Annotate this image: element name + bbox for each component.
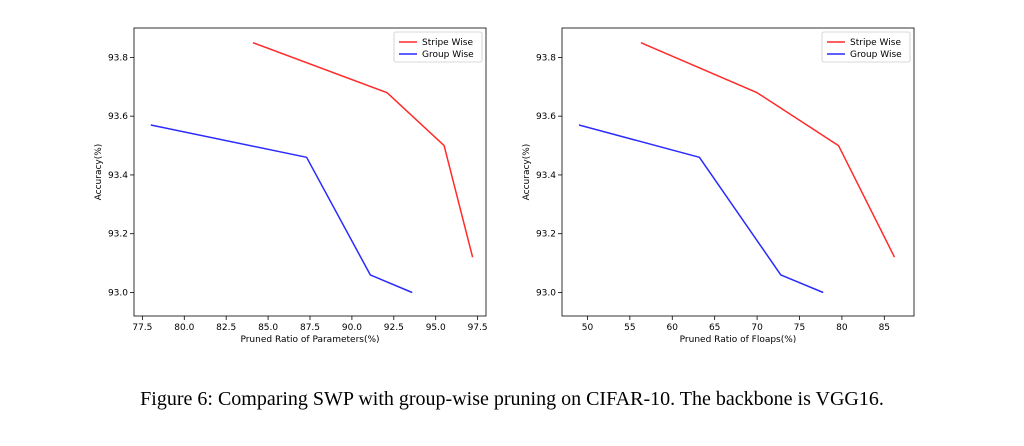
chart-2: 50 55 60 65 70 75 80 85 93.0 93.2 93.4 93.6 93.8 Prun… (522, 27, 915, 345)
legend-label-group-wise: Group Wise (422, 50, 474, 60)
group-wise-line (150, 124, 413, 294)
y-tick-label: 93.2 (108, 230, 128, 240)
y-tick-label: 93.6 (108, 112, 128, 122)
x-tick-label: 80.0 (174, 323, 194, 333)
x-tick-label: 92.5 (384, 323, 404, 333)
x-tick-label: 90.0 (342, 323, 362, 333)
x-tick-label: 77.5 (132, 323, 152, 333)
legend-label-group-wise: Group Wise (850, 50, 902, 60)
stripe-wise-line (252, 41, 474, 258)
legend: Stripe Wise Group Wise (821, 31, 911, 63)
y-tick-label: 93.4 (108, 171, 128, 181)
x-tick-label: 85 (879, 323, 890, 333)
x-tick-label: 70 (751, 323, 763, 333)
x-tick-label: 65 (709, 323, 720, 333)
x-tick-label: 82.5 (216, 323, 236, 333)
chart-1: 77.5 80.0 82.5 85.0 87.5 90.0 92.5 95.0 97.5 93.0… (94, 27, 488, 345)
y-tick-label: 93.6 (536, 112, 556, 122)
y-tick-label: 93.8 (108, 53, 128, 63)
x-tick-label: 60 (667, 323, 679, 333)
legend-label-stripe-wise: Stripe Wise (422, 38, 473, 48)
y-tick-label: 93.4 (536, 171, 556, 181)
legend: Stripe Wise Group Wise (393, 31, 483, 63)
figure-caption: Figure 6: Comparing SWP with group-wise … (140, 388, 884, 410)
plot-frame (133, 27, 487, 317)
x-tick-label: 50 (582, 323, 594, 333)
y-tick-label: 93.2 (536, 230, 556, 240)
x-tick-label: 95.0 (426, 323, 446, 333)
group-wise-line (578, 124, 824, 294)
y-tick-label: 93.0 (536, 288, 556, 298)
x-tick-label: 80 (836, 323, 848, 333)
x-tick-label: 55 (624, 323, 635, 333)
y-axis-label: Accuracy(%) (522, 144, 532, 201)
x-tick-label: 85.0 (258, 323, 278, 333)
x-tick-label: 75 (794, 323, 805, 333)
y-tick-label: 93.8 (536, 53, 556, 63)
x-axis-label: Pruned Ratio of Parameters(%) (240, 335, 379, 345)
x-tick-label: 87.5 (300, 323, 320, 333)
y-tick-label: 93.0 (108, 288, 128, 298)
x-tick-label: 97.5 (468, 323, 488, 333)
stripe-wise-line (640, 42, 896, 258)
y-axis-label: Accuracy(%) (94, 144, 104, 201)
legend-label-stripe-wise: Stripe Wise (850, 38, 901, 48)
x-axis-label: Pruned Ratio of Floaps(%) (680, 335, 797, 345)
plot-frame (561, 27, 915, 317)
